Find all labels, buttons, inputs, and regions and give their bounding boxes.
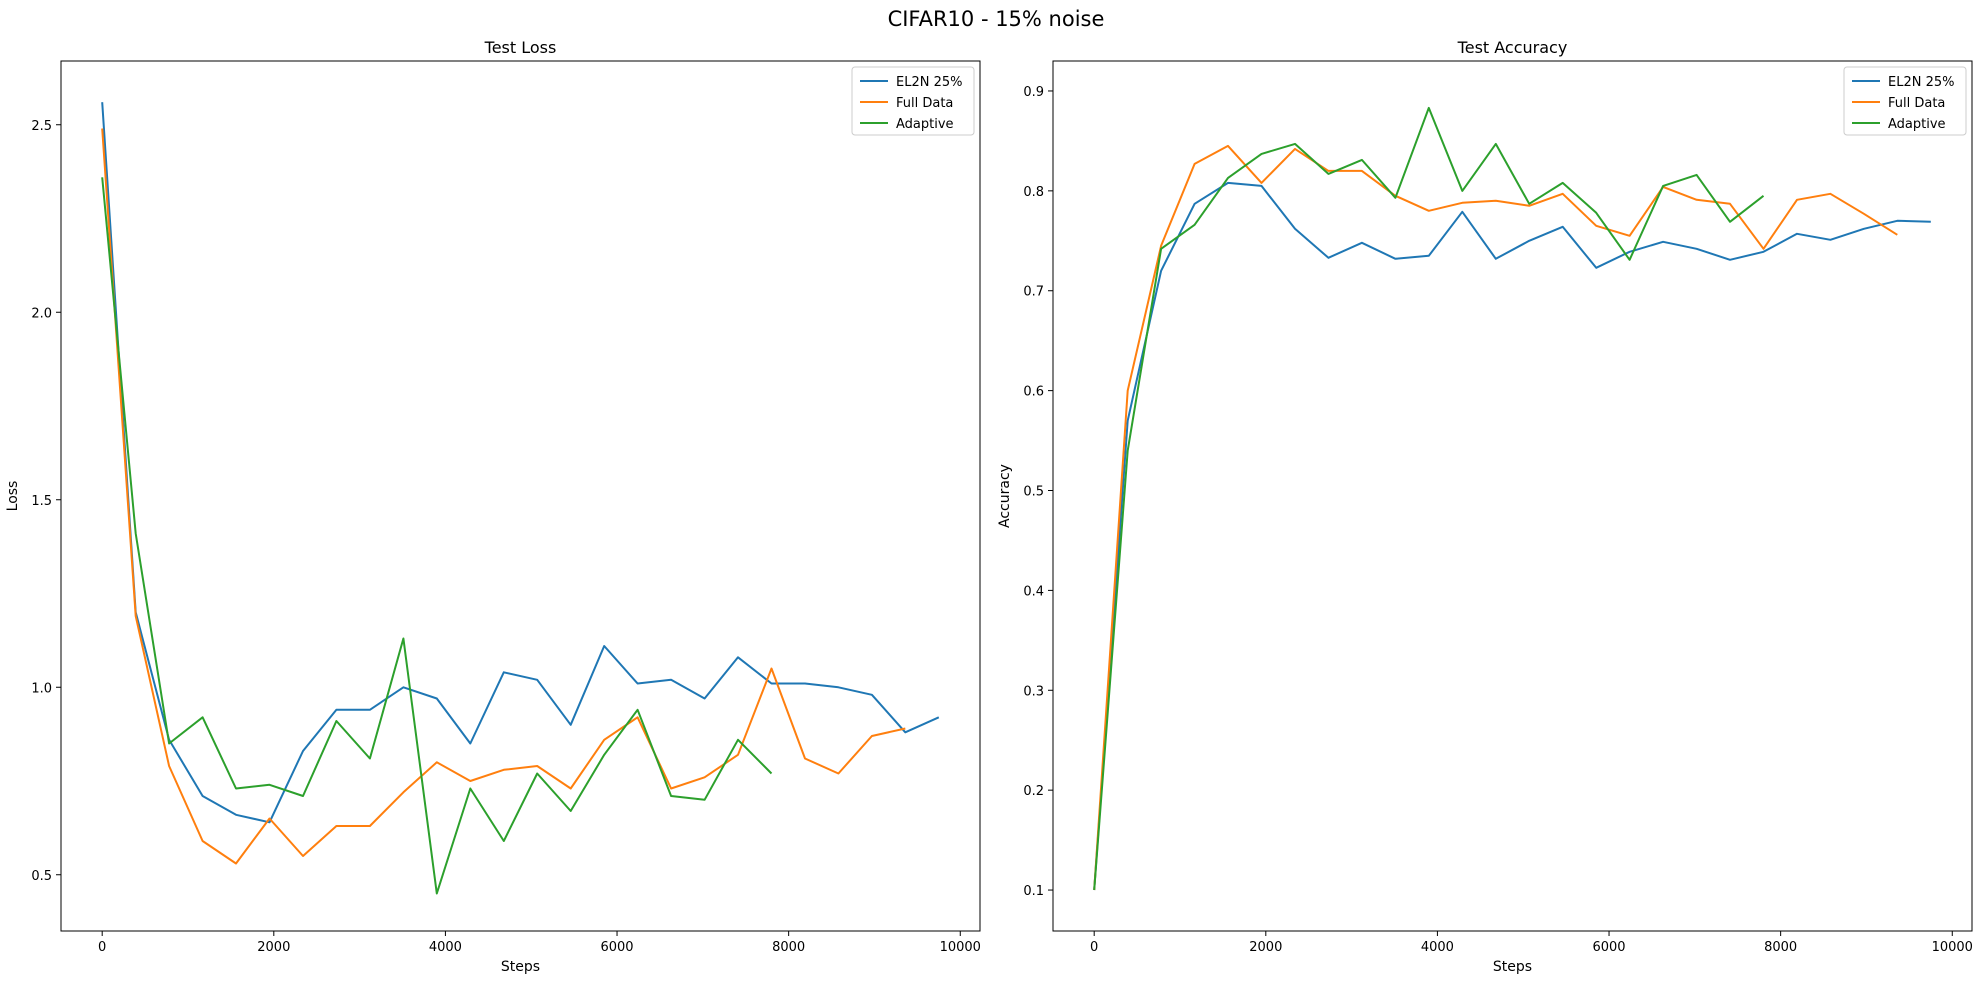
y-axis-label: Loss bbox=[5, 481, 21, 512]
series-line-full-data bbox=[101, 128, 906, 865]
y-tick-label: 2.0 bbox=[31, 306, 52, 321]
legend-label: Adaptive bbox=[896, 117, 954, 132]
figure-title: CIFAR10 - 15% noise bbox=[888, 7, 1105, 31]
legend: EL2N 25% Full Data Adaptive bbox=[851, 66, 975, 136]
x-tick-label: 0 bbox=[1090, 940, 1098, 955]
x-tick-label: 10000 bbox=[940, 940, 981, 955]
legend-label: Adaptive bbox=[1888, 117, 1946, 132]
y-tick-label: 0.6 bbox=[1023, 385, 1044, 400]
panel-title: Test Loss bbox=[484, 38, 557, 57]
x-tick-label: 0 bbox=[98, 940, 106, 955]
y-tick-label: 2.5 bbox=[31, 119, 52, 134]
legend-label: EL2N 25% bbox=[1888, 75, 1954, 90]
panel-accuracy: Test Accuracy 0 2000 4000 6000 8000 10000 0.1 0.… bbox=[997, 38, 1973, 975]
x-tick-label: 4000 bbox=[1421, 940, 1454, 955]
x-tick-label: 2000 bbox=[257, 940, 290, 955]
x-tick-label: 10000 bbox=[1932, 940, 1973, 955]
legend-label: EL2N 25% bbox=[896, 75, 962, 90]
x-tick-label: 2000 bbox=[1249, 940, 1282, 955]
y-tick-label: 0.2 bbox=[1023, 784, 1044, 799]
series-line-full-data bbox=[1093, 144, 1898, 891]
x-tick-label: 8000 bbox=[1764, 940, 1797, 955]
x-axis-label: Steps bbox=[1493, 959, 1532, 975]
x-tick-label: 8000 bbox=[772, 940, 805, 955]
legend: EL2N 25% Full Data Adaptive bbox=[1843, 66, 1967, 136]
y-tick-label: 0.5 bbox=[1023, 485, 1044, 500]
series-line-adaptive bbox=[1093, 106, 1765, 891]
series-line-adaptive bbox=[101, 177, 773, 895]
legend-label: Full Data bbox=[896, 96, 953, 111]
y-tick-label: 1.0 bbox=[31, 681, 52, 696]
y-tick-label: 0.9 bbox=[1023, 85, 1044, 100]
legend-label: Full Data bbox=[1888, 96, 1945, 111]
y-tick-label: 1.5 bbox=[31, 494, 52, 509]
series-line-el2n-25 bbox=[1093, 181, 1931, 891]
x-tick-label: 6000 bbox=[600, 940, 633, 955]
series-line-el2n-25 bbox=[101, 102, 940, 824]
panel-loss: Test Loss 0 2000 4000 6000 8000 10000 0.5 1.0 1.5… bbox=[5, 38, 981, 975]
axes-frame bbox=[60, 60, 981, 932]
x-tick-label: 6000 bbox=[1592, 940, 1625, 955]
y-tick-label: 0.7 bbox=[1023, 285, 1044, 300]
y-tick-label: 0.1 bbox=[1023, 884, 1044, 899]
y-tick-label: 0.5 bbox=[31, 869, 52, 884]
y-axis-label: Accuracy bbox=[997, 464, 1013, 528]
legend-box bbox=[851, 66, 975, 136]
axes-frame bbox=[1052, 60, 1973, 932]
x-tick-label: 4000 bbox=[429, 940, 462, 955]
y-tick-label: 0.4 bbox=[1023, 584, 1044, 599]
x-axis-label: Steps bbox=[501, 959, 540, 975]
legend-box bbox=[1843, 66, 1967, 136]
panel-title: Test Accuracy bbox=[1457, 38, 1568, 57]
y-tick-label: 0.3 bbox=[1023, 684, 1044, 699]
y-tick-label: 0.8 bbox=[1023, 185, 1044, 200]
